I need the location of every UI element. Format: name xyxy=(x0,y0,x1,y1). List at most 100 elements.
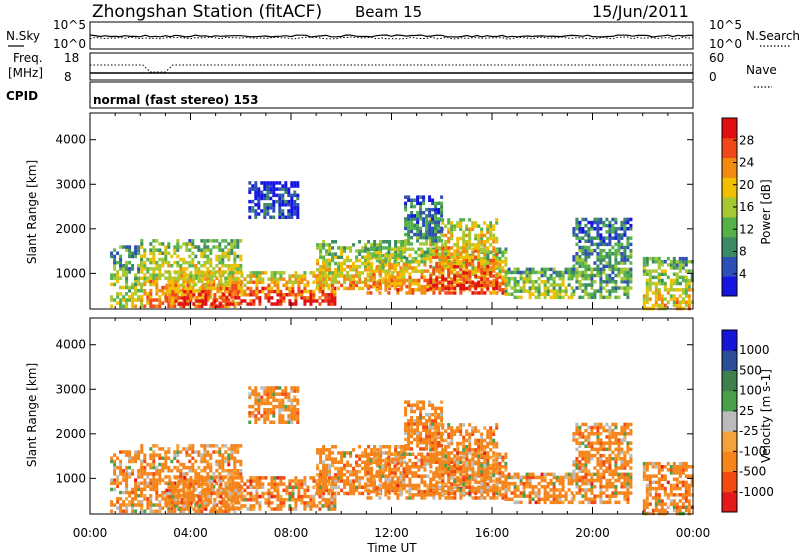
power-cell xyxy=(417,253,421,258)
power-cell xyxy=(122,304,126,308)
velocity-cell xyxy=(149,503,153,507)
velocity-cell xyxy=(236,472,240,476)
power-cell xyxy=(534,289,538,293)
power-cell xyxy=(382,280,386,284)
velocity-cell xyxy=(349,473,353,477)
power-cell xyxy=(319,283,323,288)
velocity-cell xyxy=(328,463,332,468)
velocity-cell xyxy=(143,481,147,485)
power-cell xyxy=(608,289,612,293)
power-cell xyxy=(201,299,205,303)
power-cell xyxy=(459,221,463,225)
power-cell xyxy=(572,255,576,259)
power-cell xyxy=(180,296,184,300)
power-cell xyxy=(428,195,432,199)
power-cell xyxy=(140,304,144,308)
power-cell xyxy=(450,233,454,238)
velocity-cell xyxy=(441,448,445,452)
power-cell xyxy=(399,288,403,292)
power-cell xyxy=(322,258,326,263)
velocity-cell xyxy=(209,509,213,513)
power-cell xyxy=(480,243,484,247)
power-cell xyxy=(263,215,267,219)
power-cell xyxy=(272,215,276,219)
velocity-cell xyxy=(216,494,220,499)
power-cell xyxy=(669,281,673,286)
power-cell xyxy=(480,233,484,238)
velocity-cell xyxy=(459,473,463,477)
velocity-cell xyxy=(459,429,463,433)
velocity-cell xyxy=(447,454,451,458)
power-cell xyxy=(438,286,442,291)
power-cell xyxy=(174,271,178,275)
power-cell xyxy=(318,296,322,300)
power-cell xyxy=(306,289,310,294)
power-cell xyxy=(578,258,582,262)
power-cell xyxy=(276,277,280,281)
power-cell xyxy=(581,245,585,250)
velocity-cell xyxy=(387,474,391,478)
velocity-cell xyxy=(447,476,451,480)
velocity-cell xyxy=(116,506,120,510)
velocity-cell xyxy=(237,494,241,499)
power-cell xyxy=(203,285,207,290)
power-cell xyxy=(465,224,469,228)
power-cell xyxy=(194,264,198,268)
velocity-cell xyxy=(216,488,220,493)
power-cell xyxy=(167,242,171,246)
power-cell xyxy=(263,193,267,198)
velocity-cell xyxy=(128,503,132,507)
power-cell xyxy=(206,257,210,262)
velocity-cell xyxy=(346,476,350,480)
velocity-cell xyxy=(143,469,147,473)
power-cell xyxy=(611,236,615,240)
power-cell xyxy=(281,199,285,204)
power-cell xyxy=(480,271,484,275)
power-cell xyxy=(191,251,195,255)
power-cell xyxy=(419,201,423,206)
power-cell xyxy=(561,289,565,293)
power-cell xyxy=(399,281,403,286)
power-cell xyxy=(257,199,261,204)
velocity-cell xyxy=(408,483,412,488)
velocity-cell xyxy=(210,482,214,486)
power-cell xyxy=(414,269,418,273)
velocity-cell xyxy=(297,498,301,502)
velocity-cell xyxy=(267,491,271,496)
velocity-cell xyxy=(468,432,472,436)
power-cell xyxy=(322,255,326,259)
velocity-cell xyxy=(450,460,454,464)
power-cell xyxy=(387,250,391,255)
velocity-cell xyxy=(300,501,304,505)
power-cell xyxy=(672,260,676,264)
power-cell xyxy=(134,245,138,249)
power-cell xyxy=(584,245,588,250)
power-cell xyxy=(128,267,132,271)
velocity-cell xyxy=(146,462,150,467)
velocity-cell xyxy=(131,503,135,507)
velocity-cell xyxy=(167,450,171,454)
power-cell xyxy=(239,282,243,287)
power-cell xyxy=(174,296,178,300)
power-cell xyxy=(227,264,231,268)
power-cell xyxy=(495,286,499,291)
velocity-cell xyxy=(155,465,159,470)
power-cell xyxy=(284,199,288,204)
power-cell xyxy=(642,297,646,301)
power-cell xyxy=(651,256,655,261)
power-cell xyxy=(459,272,463,276)
power-cell xyxy=(596,236,600,240)
power-cell xyxy=(651,275,655,280)
velocity-cell xyxy=(173,509,177,513)
power-cell xyxy=(584,276,588,281)
power-cell xyxy=(200,254,204,259)
velocity-cell xyxy=(426,458,430,463)
power-cell xyxy=(225,280,229,284)
power-cell xyxy=(384,260,388,264)
velocity-cell xyxy=(194,450,198,454)
power-cell xyxy=(337,255,341,259)
velocity-cell xyxy=(128,490,132,495)
power-cell xyxy=(167,260,171,265)
velocity-cell xyxy=(246,485,250,489)
power-cell xyxy=(264,293,268,297)
